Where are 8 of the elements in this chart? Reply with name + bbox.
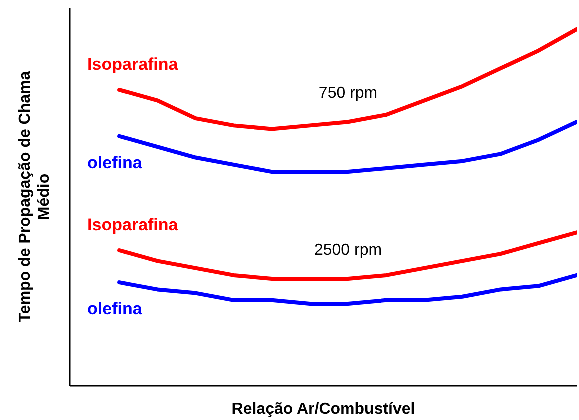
series-label: olefina [88, 300, 143, 319]
series-label: olefina [88, 153, 143, 172]
annotation: 750 rpm [318, 85, 378, 102]
x-axis-title: Relação Ar/Combustível [232, 401, 416, 418]
series-label: Isoparafina [88, 55, 179, 74]
y-axis-title: Tempo de Propagação de Chama Médio [17, 71, 53, 323]
series-label: Isoparafina [88, 215, 179, 234]
annotation: 2500 rpm [314, 242, 382, 260]
